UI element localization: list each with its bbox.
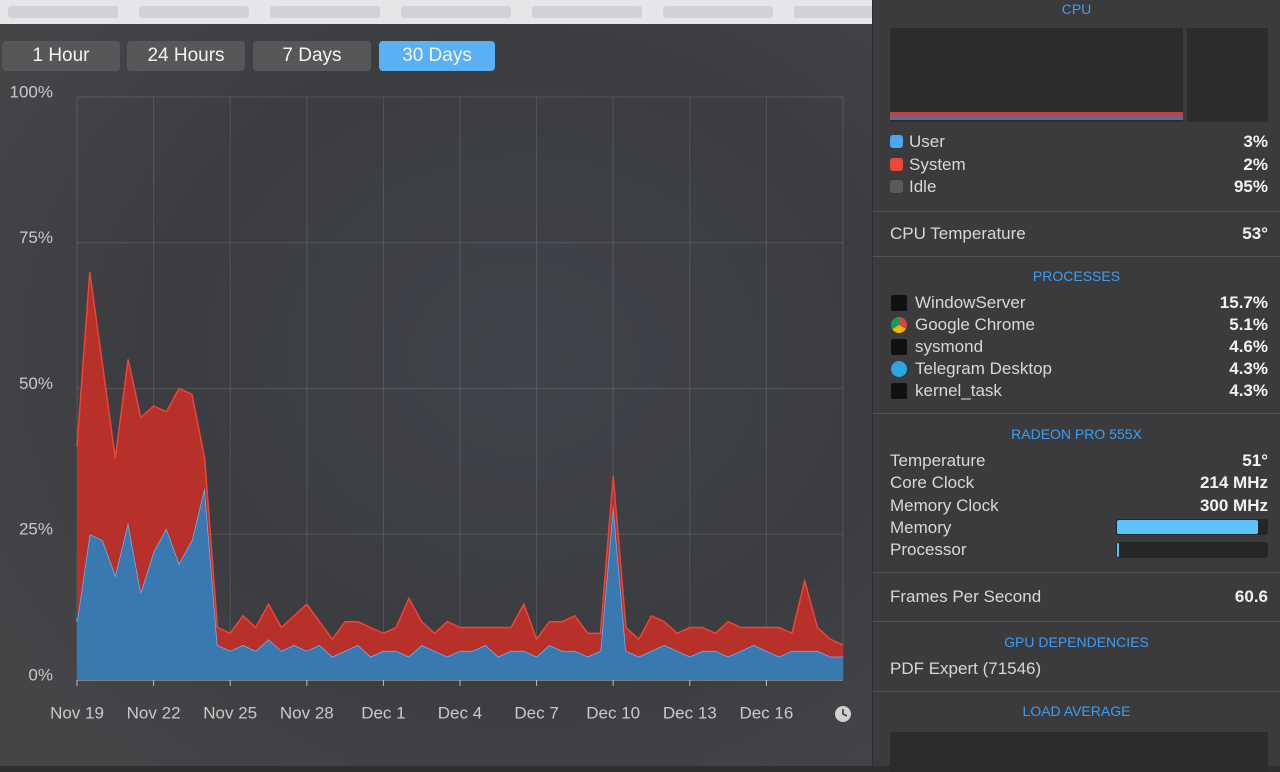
section-title: LOAD AVERAGE bbox=[1022, 703, 1131, 719]
line-1 bbox=[76, 271, 844, 646]
section-title: PROCESSES bbox=[1032, 268, 1121, 284]
row-label: Google Chrome bbox=[915, 315, 1036, 334]
time-range-tab[interactable]: 1 Hour bbox=[2, 41, 120, 71]
row-label: PDF Expert (71546) bbox=[890, 659, 1042, 678]
cpu-graph-small bbox=[1187, 28, 1268, 122]
row-value: 4.3% bbox=[1229, 359, 1268, 378]
meter-fill bbox=[1117, 520, 1258, 534]
time-range-tab[interactable]: 24 Hours bbox=[127, 41, 245, 71]
row-label: Telegram Desktop bbox=[915, 359, 1053, 378]
divider bbox=[873, 413, 1280, 414]
row-value: 5.1% bbox=[1229, 315, 1268, 334]
row-value: 3% bbox=[1243, 132, 1268, 151]
process-icon bbox=[891, 295, 907, 311]
section-title: RADEON PRO 555X bbox=[1011, 426, 1142, 442]
process-icon bbox=[891, 361, 907, 377]
row-value: 2% bbox=[1243, 154, 1268, 174]
tab-label: 30 Days bbox=[402, 45, 472, 66]
row-label: WindowServer bbox=[915, 293, 1026, 312]
browser-tab bbox=[401, 6, 511, 18]
tab-label: 1 Hour bbox=[32, 45, 90, 66]
tab-button bbox=[379, 41, 495, 71]
x-tick-label: Nov 19 bbox=[50, 703, 104, 722]
row-value: 4.6% bbox=[1229, 337, 1268, 356]
row-label: CPU Temperature bbox=[890, 224, 1026, 243]
time-range-tab[interactable]: 7 Days bbox=[253, 41, 371, 71]
row-label: sysmond bbox=[915, 337, 984, 356]
y-tick-label: 25% bbox=[19, 520, 53, 539]
legend-swatch bbox=[890, 180, 903, 193]
divider bbox=[873, 256, 1280, 257]
row-value: 15.7% bbox=[1219, 293, 1268, 312]
row-value: 60.6 bbox=[1234, 587, 1268, 606]
row-value: 4.3% bbox=[1229, 381, 1268, 400]
row-label: Processor bbox=[890, 540, 967, 559]
divider bbox=[873, 691, 1280, 692]
tab-label: 24 Hours bbox=[147, 45, 224, 66]
legend-swatch bbox=[890, 157, 903, 171]
legend-swatch bbox=[890, 135, 903, 148]
row-value: 53° bbox=[1242, 224, 1268, 243]
row-value: 214 MHz bbox=[1199, 473, 1268, 493]
x-tick-label: Dec 4 bbox=[438, 703, 482, 722]
section-title: GPU DEPENDENCIES bbox=[1004, 634, 1149, 650]
x-tick-label: Nov 22 bbox=[127, 703, 181, 722]
x-tick-label: Nov 25 bbox=[203, 703, 257, 722]
meter-track bbox=[1116, 542, 1268, 558]
cpu-graph-trace bbox=[890, 112, 1183, 120]
x-tick-label: Dec 1 bbox=[361, 703, 405, 722]
divider bbox=[873, 572, 1280, 573]
row-value: 300 MHz bbox=[1199, 495, 1268, 515]
process-icon bbox=[891, 339, 907, 355]
divider bbox=[873, 621, 1280, 622]
y-tick-label: 75% bbox=[19, 228, 53, 247]
process-icon bbox=[891, 383, 907, 399]
browser-tab bbox=[8, 6, 118, 18]
history-window: 1 Hour 24 Hours 7 Days 30 Days 0% 25% 50% 75% 10… bbox=[0, 0, 872, 766]
x-tick-label: Dec 7 bbox=[514, 703, 558, 722]
cpu-graph bbox=[890, 28, 1183, 122]
row-label: Memory bbox=[890, 518, 952, 537]
row-label: System bbox=[909, 154, 966, 174]
row-label: Idle bbox=[909, 177, 937, 196]
tab-button bbox=[253, 41, 371, 71]
browser-tab bbox=[794, 6, 872, 18]
tab-button bbox=[127, 41, 245, 71]
row-value: 51° bbox=[1242, 451, 1268, 470]
section-title: CPU bbox=[1061, 1, 1092, 17]
y-tick-label: 0% bbox=[28, 665, 53, 684]
sidebar: CPU User 3% System 2% Idle 95% CPU Temperature 5… bbox=[873, 0, 1280, 772]
row-label: User bbox=[909, 132, 945, 151]
x-tick-label: Nov 28 bbox=[280, 703, 334, 722]
load-graph bbox=[890, 732, 1268, 772]
browser-tab bbox=[270, 6, 380, 18]
tab-label: 7 Days bbox=[282, 45, 341, 66]
process-icon bbox=[891, 317, 907, 333]
row-value: 95% bbox=[1233, 177, 1268, 196]
y-tick-label: 100% bbox=[10, 82, 53, 101]
row-label: Frames Per Second bbox=[890, 587, 1042, 606]
x-tick-label: Dec 16 bbox=[739, 703, 793, 722]
browser-tab bbox=[663, 6, 773, 18]
row-label: Core Clock bbox=[890, 473, 975, 493]
x-tick-label: Dec 10 bbox=[586, 703, 640, 722]
y-tick-label: 50% bbox=[19, 374, 53, 393]
row-label: kernel_task bbox=[915, 381, 1002, 400]
divider bbox=[873, 211, 1280, 212]
row-label: Temperature bbox=[890, 451, 986, 470]
browser-tab bbox=[139, 6, 249, 18]
meter-fill bbox=[1117, 543, 1119, 557]
x-tick-label: Dec 13 bbox=[663, 703, 717, 722]
area-0 bbox=[77, 487, 843, 680]
tab-button bbox=[2, 41, 120, 71]
clock-hands bbox=[842, 709, 848, 717]
time-range-tab[interactable]: 30 Days bbox=[379, 41, 495, 71]
row-label: Memory Clock bbox=[890, 495, 999, 515]
browser-tab bbox=[532, 6, 642, 18]
